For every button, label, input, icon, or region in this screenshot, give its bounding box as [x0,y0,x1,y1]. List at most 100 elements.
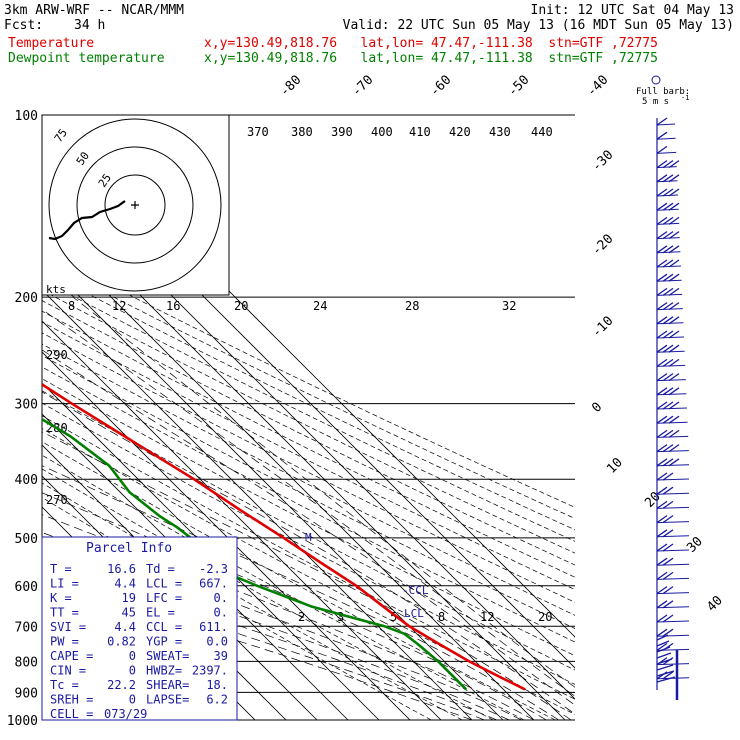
wind-barb [656,216,680,225]
barb-shaft [656,506,690,509]
dry-adiabat-line [42,390,575,671]
parcel-row-value: 4.4 [114,620,136,634]
wind-barb [656,657,690,666]
barb-shaft [656,379,686,382]
wind-barb [656,160,680,169]
barb-shaft [656,265,682,268]
barb-flag [656,557,668,566]
parcel-row-label: CCL = [146,620,182,634]
barb-flag [662,316,674,325]
wind-barb [656,344,685,353]
mixing-ratio-label: 12 [112,299,126,313]
barb-flag [662,614,674,623]
parcel-row-value: 16.6 [107,562,136,576]
barb-shaft [656,677,690,680]
wind-barb [656,472,690,481]
wind-barb [656,302,683,311]
barb-flag [662,500,674,509]
barb-shaft [656,222,680,225]
barb-shaft [656,180,678,183]
barb-flag [656,429,668,438]
barb-flag [668,245,680,254]
barb-flag [668,273,680,282]
mixing-ratio-label: 16 [166,299,180,313]
parcel-info-panel: Parcel Info T = 16.6 Td = -2.3 LI = 4.4 LCL = 6… [41,536,238,721]
wind-barb [656,202,680,211]
parcel-info-title: Parcel Info [86,541,172,556]
barb-shaft [656,293,683,296]
isotherm-label: -50 [505,73,532,100]
barb-flag [656,287,668,296]
moist-adiabat-line [42,579,473,720]
parcel-row-value: 611. [199,620,228,634]
barb-flag [662,160,674,169]
barb-flag [656,387,668,396]
valid-time: Valid: 22 UTC Sun 05 May 13 (16 MDT Sun … [342,18,734,33]
wind-barb [656,287,683,296]
parcel-row-label: LCL = [146,577,182,591]
isotherm-label: 30 [684,534,706,556]
theta-label: 370 [247,125,269,139]
isotherm-label: -20 [589,232,616,259]
barb-shaft [656,478,690,481]
parcel-row-value: 0.82 [107,635,136,649]
hodograph-ring-label-50: 50 [74,149,92,167]
barb-shaft [656,350,685,353]
barb-shaft [656,421,688,424]
barb-flag [656,500,668,509]
hodograph-ring-label-75: 75 [52,126,70,144]
barb-flag [656,188,668,197]
wind-barb-column [656,117,690,700]
barb-flag [662,671,674,680]
barb-flag [668,358,680,367]
barb-flag [662,429,674,438]
wind-barb [656,273,682,282]
wind-barb [656,330,685,339]
dry-adiabat-line [42,366,575,643]
hodograph: 25 50 75 kts [41,114,230,296]
wind-barb [656,117,676,126]
barb-flag [656,458,668,467]
barb-shaft [656,663,690,666]
wind-barb [656,429,689,438]
barb-shaft [656,237,680,240]
barb-shaft [656,151,677,154]
barb-flag [656,634,669,641]
mixing-ratio-label: 20 [538,610,552,624]
isotherm-line [42,258,504,720]
isotherm-label: 0 [589,400,605,416]
barb-flag [656,174,668,183]
parcel-row-value: 0. [214,591,228,605]
hodograph-trace [48,200,126,241]
barb-flag [656,117,668,126]
pressure-tick-label: 900 [15,686,38,701]
mixing-ratio-label: 28 [405,299,419,313]
parcel-row-value: 0. [214,606,228,620]
wind-barb [656,515,690,524]
barb-flag [662,231,674,240]
barb-flag [662,586,674,595]
barb-flag [668,373,680,382]
barb-shaft [656,407,688,410]
parcel-row-value: 0 [129,649,136,663]
hodograph-ring-50 [76,146,194,264]
parcel-row-value: 18. [206,678,228,692]
barb-shaft [656,393,687,396]
barb-flag [668,302,680,311]
barb-flag [656,202,668,211]
barb-flag [656,640,670,647]
isotherm-line [42,289,473,720]
isotherm-label: 10 [604,455,626,477]
theta-label: 420 [449,125,471,139]
pressure-tick-label: 500 [15,532,38,547]
barb-flag [662,571,674,580]
barb-flag [656,145,668,154]
parcel-row-label: CAPE = [50,649,93,663]
hodograph-ring-25 [104,174,166,236]
barb-flag [668,401,680,410]
barb-flag [662,515,674,524]
ccl-marker: -CCL [402,584,429,597]
isotherm-label: -80 [277,73,304,100]
wind-barb [656,458,690,467]
moist-adiabat-line [42,532,522,720]
